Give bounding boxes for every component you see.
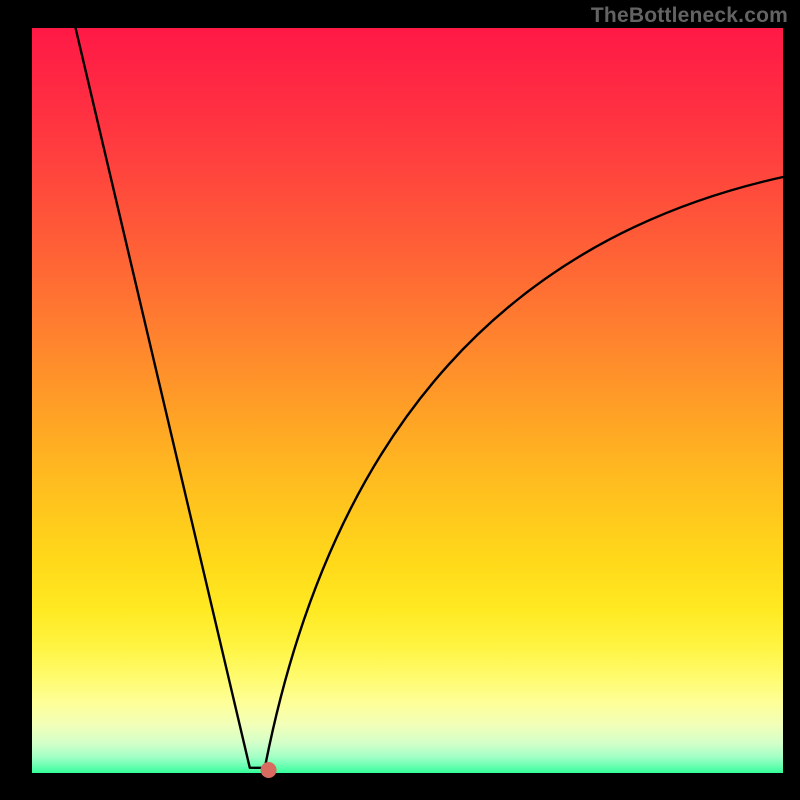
optimum-marker xyxy=(261,762,277,778)
chart-svg xyxy=(0,0,800,800)
watermark-text: TheBottleneck.com xyxy=(591,4,788,28)
chart-frame: TheBottleneck.com xyxy=(0,0,800,800)
plot-background xyxy=(32,28,783,773)
